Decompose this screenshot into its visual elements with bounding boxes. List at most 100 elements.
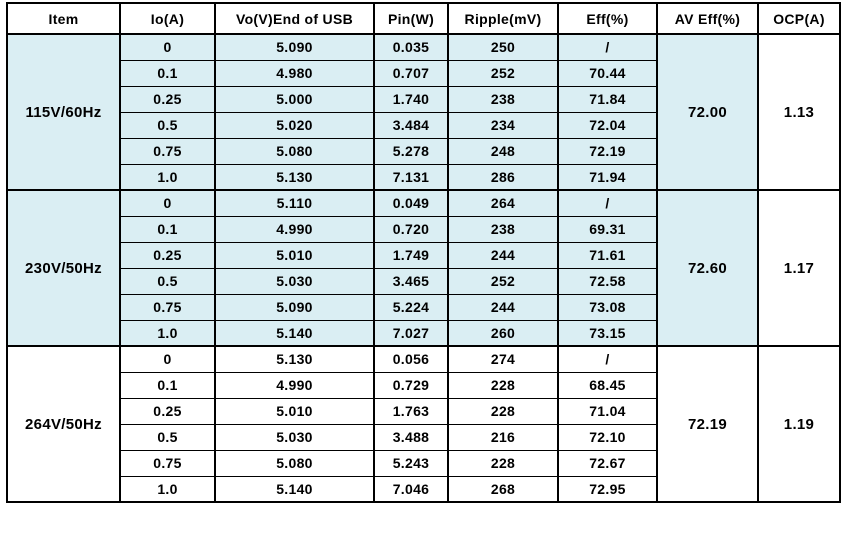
cell-pin: 1.749	[373, 241, 449, 269]
cell-io: 0.5	[119, 423, 216, 451]
col-header-ripple: Ripple(mV)	[447, 2, 559, 35]
cell-ripple: 228	[447, 371, 559, 399]
cell-vo: 5.010	[214, 397, 375, 425]
cell-ripple: 250	[447, 33, 559, 61]
table-row: 230V/50Hz 0 5.110 0.049 264 / 72.60 1.17	[6, 189, 841, 347]
cell-io: 0.25	[119, 397, 216, 425]
cell-vo: 5.140	[214, 319, 375, 347]
cell-vo: 5.030	[214, 423, 375, 451]
cell-eff: 72.58	[557, 267, 658, 295]
cell-ripple: 268	[447, 475, 559, 503]
cell-vo: 5.130	[214, 345, 375, 373]
table-row: 0.1 4.990 0.720 238 69.31	[7, 215, 840, 243]
cell-vo: 5.020	[214, 111, 375, 139]
cell-ripple: 252	[447, 267, 559, 295]
table-row: 264V/50Hz 0 5.130 0.056 274 / 72.19 1.19	[6, 345, 841, 503]
cell-io: 0.75	[119, 293, 216, 321]
cell-pin: 5.243	[373, 449, 449, 477]
cell-ripple: 252	[447, 59, 559, 87]
cell-vo: 5.090	[214, 293, 375, 321]
cell-pin: 0.729	[373, 371, 449, 399]
table-row: 0.1 4.980 0.707 252 70.44	[7, 59, 840, 87]
cell-vo: 5.080	[214, 137, 375, 165]
table-row: 0.75 5.080 5.278 248 72.19	[7, 137, 840, 165]
cell-vo: 5.140	[214, 475, 375, 503]
cell-io: 0	[119, 345, 216, 373]
cell-eff: 72.95	[557, 475, 658, 503]
cell-io: 1.0	[119, 319, 216, 347]
av-eff-cell: 72.60	[656, 189, 759, 347]
av-eff-cell: 72.19	[656, 345, 759, 503]
cell-vo: 4.990	[214, 215, 375, 243]
table-row: 0.25 5.010 1.763 228 71.04	[7, 397, 840, 425]
cell-ripple: 228	[447, 449, 559, 477]
col-header-eff: Eff(%)	[557, 2, 658, 35]
cell-pin: 0.049	[373, 189, 449, 217]
table-row: 0.25 5.010 1.749 244 71.61	[7, 241, 840, 269]
cell-ripple: 260	[447, 319, 559, 347]
cell-eff: 71.61	[557, 241, 658, 269]
cell-eff: 73.15	[557, 319, 658, 347]
col-header-pin: Pin(W)	[373, 2, 449, 35]
cell-eff: 72.19	[557, 137, 658, 165]
cell-vo: 5.000	[214, 85, 375, 113]
item-cell: 230V/50Hz	[6, 189, 121, 347]
cell-eff: 72.10	[557, 423, 658, 451]
table-row: 0.75 5.080 5.243 228 72.67	[7, 449, 840, 477]
cell-io: 1.0	[119, 475, 216, 503]
cell-io: 0.1	[119, 59, 216, 87]
cell-pin: 7.046	[373, 475, 449, 503]
cell-pin: 5.224	[373, 293, 449, 321]
cell-eff: 69.31	[557, 215, 658, 243]
cell-eff: 68.45	[557, 371, 658, 399]
table-row: 0.5 5.030 3.465 252 72.58	[7, 267, 840, 295]
cell-ripple: 244	[447, 241, 559, 269]
cell-ripple: 234	[447, 111, 559, 139]
cell-pin: 0.056	[373, 345, 449, 373]
cell-eff: 71.84	[557, 85, 658, 113]
col-header-vo: Vo(V)End of USB	[214, 2, 375, 35]
cell-eff: 72.67	[557, 449, 658, 477]
cell-pin: 3.465	[373, 267, 449, 295]
table-row: 1.0 5.140 7.046 268 72.95	[7, 475, 840, 503]
cell-pin: 1.740	[373, 85, 449, 113]
cell-ripple: 216	[447, 423, 559, 451]
cell-ripple: 274	[447, 345, 559, 373]
cell-vo: 5.080	[214, 449, 375, 477]
item-cell: 264V/50Hz	[6, 345, 121, 503]
cell-io: 0.75	[119, 137, 216, 165]
cell-eff: /	[557, 189, 658, 217]
cell-vo: 4.980	[214, 59, 375, 87]
item-cell: 115V/60Hz	[6, 33, 121, 191]
cell-ripple: 228	[447, 397, 559, 425]
table-row: 115V/60Hz 0 5.090 0.035 250 / 72.00 1.13	[6, 33, 841, 191]
header-row: Item Io(A) Vo(V)End of USB Pin(W) Ripple…	[6, 2, 841, 35]
cell-vo: 5.010	[214, 241, 375, 269]
cell-ripple: 286	[447, 163, 559, 191]
cell-io: 0	[119, 189, 216, 217]
table-row: 0.25 5.000 1.740 238 71.84	[7, 85, 840, 113]
cell-io: 1.0	[119, 163, 216, 191]
cell-ripple: 238	[447, 215, 559, 243]
cell-io: 0.25	[119, 85, 216, 113]
table-row: 1.0 5.130 7.131 286 71.94	[7, 163, 840, 191]
cell-eff: 71.94	[557, 163, 658, 191]
cell-pin: 0.707	[373, 59, 449, 87]
table-row: 1.0 5.140 7.027 260 73.15	[7, 319, 840, 347]
av-eff-cell: 72.00	[656, 33, 759, 191]
cell-eff: /	[557, 33, 658, 61]
cell-vo: 5.030	[214, 267, 375, 295]
cell-ripple: 248	[447, 137, 559, 165]
cell-pin: 5.278	[373, 137, 449, 165]
cell-io: 0.5	[119, 267, 216, 295]
cell-io: 0.5	[119, 111, 216, 139]
col-header-item: Item	[6, 2, 121, 35]
cell-io: 0	[119, 33, 216, 61]
cell-pin: 7.131	[373, 163, 449, 191]
efficiency-test-table: Item Io(A) Vo(V)End of USB Pin(W) Ripple…	[6, 2, 841, 503]
cell-vo: 5.130	[214, 163, 375, 191]
cell-io: 0.25	[119, 241, 216, 269]
cell-vo: 5.090	[214, 33, 375, 61]
cell-pin: 7.027	[373, 319, 449, 347]
ocp-cell: 1.19	[757, 345, 841, 503]
